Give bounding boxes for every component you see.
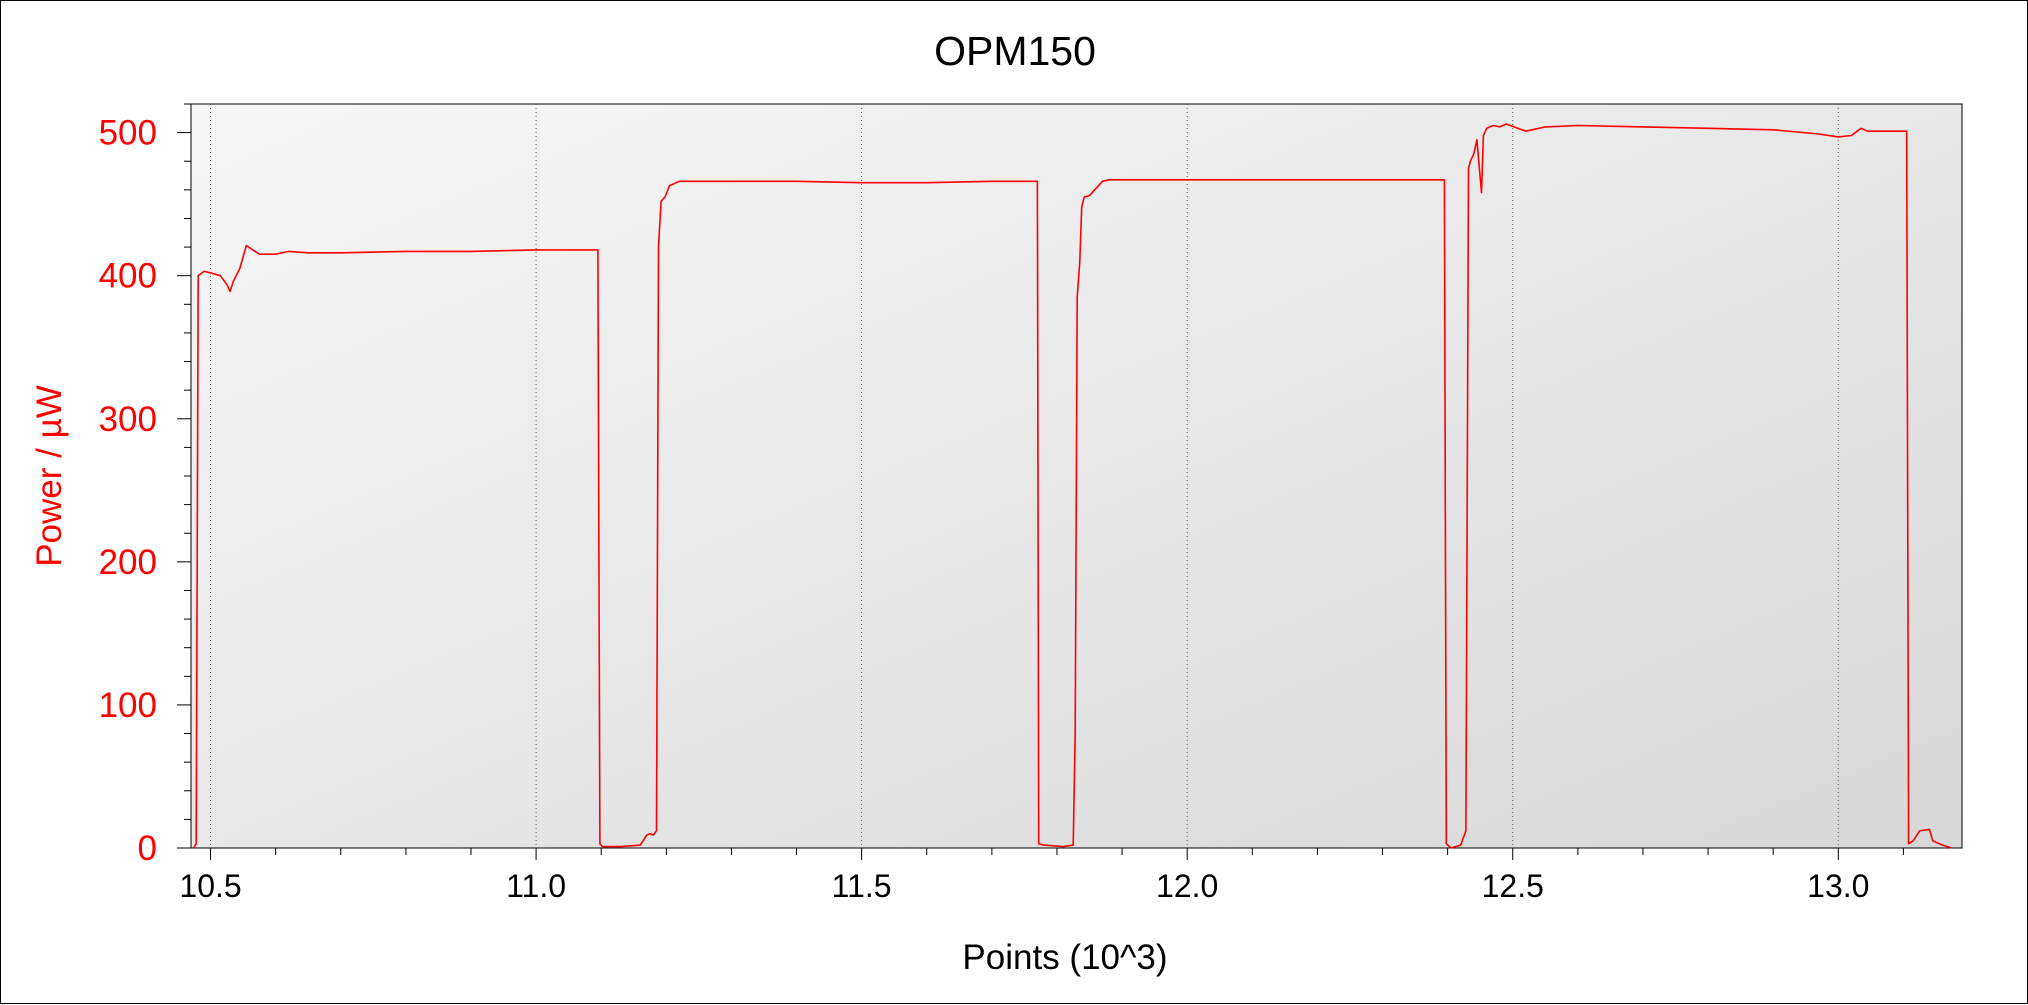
y-tick-label: 100 bbox=[99, 686, 157, 725]
x-axis: 10.5 11.0 11.5 12.0 12.5 13.0 bbox=[179, 848, 1904, 904]
power-series-line bbox=[192, 123, 1953, 849]
chart-title: OPM150 bbox=[934, 28, 1096, 74]
y-tick-label: 500 bbox=[99, 114, 157, 153]
x-tick-label: 11.5 bbox=[832, 868, 892, 904]
x-tick-label: 12.0 bbox=[1156, 868, 1218, 904]
x-tick-label: 10.5 bbox=[179, 868, 241, 904]
x-tick-label: 11.0 bbox=[506, 868, 566, 904]
y-axis: 0 100 200 300 400 500 bbox=[99, 103, 192, 868]
y-axis-label: Power / µW bbox=[30, 385, 69, 567]
y-tick-label: 400 bbox=[99, 257, 157, 296]
y-tick-label: 0 bbox=[138, 829, 157, 868]
y-tick-label: 300 bbox=[99, 400, 157, 439]
grid-lines bbox=[210, 104, 1839, 848]
x-axis-label: Points (10^3) bbox=[962, 938, 1167, 977]
x-tick-label: 13.0 bbox=[1807, 868, 1869, 904]
x-tick-label: 12.5 bbox=[1482, 868, 1544, 904]
y-tick-label: 200 bbox=[99, 543, 157, 582]
series-group bbox=[192, 123, 1953, 849]
